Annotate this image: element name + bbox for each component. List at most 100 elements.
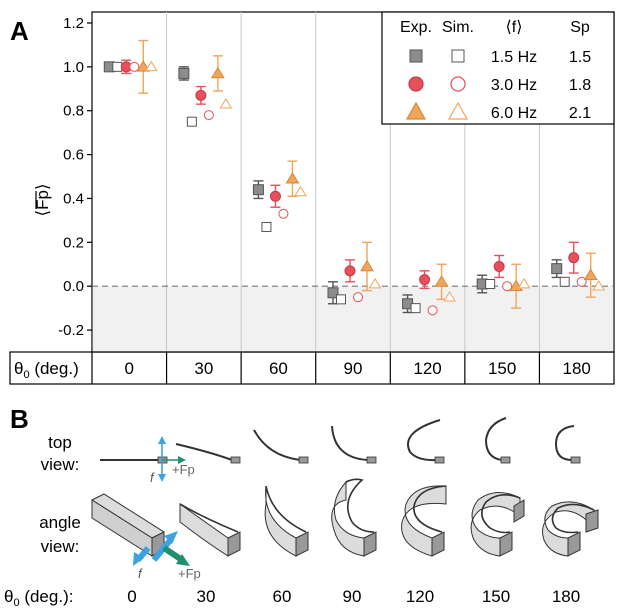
top-view-180 [554, 425, 581, 464]
sim-point-triangle [368, 277, 382, 289]
exp-point-square [327, 287, 339, 299]
exp-point-triangle [136, 60, 151, 72]
y-tick-label: 1.0 [63, 59, 84, 76]
y-tick-label: 0.2 [63, 234, 84, 251]
sim-point-square [559, 276, 570, 287]
top-force-fp-label: +Fp [172, 462, 195, 477]
angle-view-120 [401, 485, 447, 557]
theta-table-frame [9, 351, 615, 385]
exp-point-square [252, 184, 264, 196]
angle-force-f-label: f [138, 566, 143, 581]
top-view-120 [407, 419, 445, 464]
theta-table-label: θ0 (deg.) [14, 359, 79, 381]
top-view-60 [253, 429, 309, 464]
exp-point-circle [568, 252, 580, 264]
theta-table-value: 120 [413, 359, 441, 378]
legend-rows: 1.5 Hz 1.5 3.0 Hz 1.8 6.0 Hz 2.1 [405, 49, 591, 122]
exp-point-circle [269, 190, 281, 202]
y-tick-label: 0.4 [63, 190, 84, 207]
sim-point-circle [203, 110, 214, 121]
theta-row-values: 0 30 60 90 120 150 180 [127, 587, 580, 606]
exp-point-circle [419, 274, 431, 286]
legend-row: 6.0 Hz 2.1 [405, 101, 591, 122]
data-series [103, 39, 606, 316]
sim-point-circle [427, 305, 438, 316]
sim-point-circle [502, 281, 513, 292]
angle-view-150 [470, 492, 525, 557]
panel-a-label: A [10, 16, 29, 46]
sim-point-triangle [443, 291, 456, 302]
legend-row: 3.0 Hz 1.8 [408, 76, 591, 94]
top-view-30 [175, 443, 241, 464]
angle-force-fp-label: +Fp [178, 566, 201, 581]
angle-view-row: f +Fp [90, 478, 599, 581]
legend-frequency: 1.5 Hz [491, 49, 537, 66]
theta-row-label: θ0 (deg.): [4, 587, 73, 609]
angle-view-30 [179, 503, 241, 557]
theta-row-value: 60 [273, 587, 292, 606]
y-tick-label: -0.2 [58, 322, 84, 339]
exp-point-circle [493, 260, 505, 272]
top-view-90 [331, 425, 377, 464]
theta-table-value: 0 [125, 359, 134, 378]
negative-region-shading [92, 286, 614, 352]
theta-table-value: 60 [269, 359, 288, 378]
theta-row-value: 180 [552, 587, 580, 606]
angle-view-90 [331, 478, 377, 557]
theta-table-value: 90 [344, 359, 363, 378]
legend-marker-triangle [447, 101, 469, 120]
legend-header-sp: Sp [570, 19, 590, 36]
exp-point-triangle [583, 268, 598, 281]
sim-point-triangle [592, 280, 606, 291]
sim-point-triangle [294, 185, 307, 197]
legend: Exp. Sim. ⟨f⟩ Sp 1.5 Hz 1.5 3.0 Hz 1.8 6.0 H… [381, 11, 615, 125]
angle-view-0: f +Fp [90, 493, 201, 581]
legend-sp-value: 2.1 [569, 105, 591, 122]
exp-point-triangle [360, 259, 374, 272]
theta-row-value: 90 [343, 587, 362, 606]
legend-marker-square [409, 49, 423, 63]
theta-table-cells: 0 30 60 90 120 150 180 [91, 352, 591, 384]
angle-view-60 [264, 485, 309, 557]
legend-header-exp: Exp. [400, 19, 432, 36]
exp-point-square [551, 263, 563, 275]
theta-table: θ0 (deg.) 0 30 60 90 120 150 180 [9, 351, 615, 385]
top-view-label-line2: view: [41, 455, 80, 474]
y-tick-label: 0.8 [63, 103, 84, 120]
panel-b-label: B [10, 404, 29, 434]
sim-point-triangle [517, 277, 531, 289]
y-axis-label: ⟨Fp⟩ [33, 183, 52, 216]
sim-point-square [336, 294, 346, 305]
y-tick-label: 0.0 [63, 278, 84, 295]
exp-point-circle [344, 265, 356, 277]
theta-table-value: 180 [563, 359, 591, 378]
theta-row-value: 150 [482, 587, 510, 606]
legend-box [381, 11, 615, 125]
legend-marker-triangle [405, 101, 427, 120]
angle-view-label-line2: view: [41, 537, 80, 556]
sim-point-square [186, 116, 197, 127]
y-axis: -0.2 0.0 0.2 0.4 0.6 0.8 1.0 1.2 [58, 15, 92, 339]
sim-point-circle [353, 292, 363, 303]
exp-point-triangle [210, 66, 225, 79]
angle-view-label-line1: angle [39, 513, 81, 532]
legend-sp-value: 1.8 [569, 77, 591, 94]
sim-point-square [410, 303, 421, 314]
y-tick-label: 0.6 [63, 147, 84, 164]
theta-row-value: 120 [406, 587, 434, 606]
angle-view-180 [542, 501, 599, 557]
theta-row-value: 30 [197, 587, 216, 606]
exp-point-triangle [434, 275, 449, 287]
legend-header-sim: Sim. [442, 19, 474, 36]
top-view-label-line1: top [48, 433, 72, 452]
top-view-0: f +Fp [100, 436, 195, 485]
legend-marker-circle [450, 76, 466, 92]
top-view-150 [484, 417, 511, 464]
exp-point-triangle [285, 172, 300, 184]
theta-table-value: 150 [488, 359, 516, 378]
legend-frequency: 3.0 Hz [491, 77, 537, 94]
theta-row-value: 0 [127, 587, 136, 606]
sim-point-triangle [144, 60, 158, 72]
top-force-f-label: f [150, 470, 155, 485]
